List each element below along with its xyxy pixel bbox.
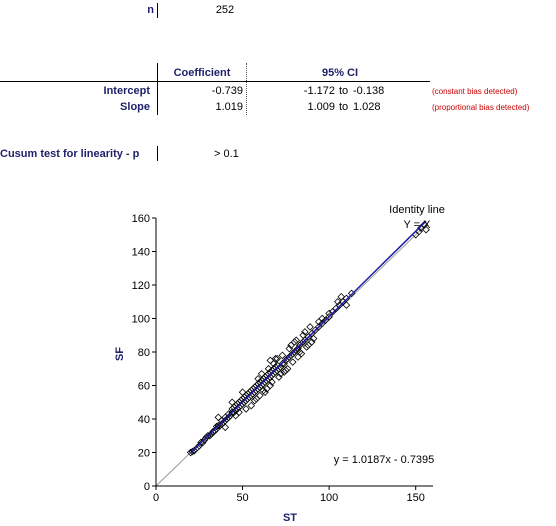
intercept-ci-to: to: [339, 85, 349, 97]
data-point: [299, 331, 307, 340]
data-point: [228, 398, 236, 407]
data-point: [254, 375, 262, 383]
data-point: [261, 388, 269, 396]
identity-line-label: Identity line: [389, 204, 445, 216]
data-point: [302, 343, 311, 351]
row-label-slope: Slope: [120, 101, 150, 113]
y-tick-label: 0: [144, 481, 150, 493]
table-header-rule: [0, 81, 430, 82]
data-point: [295, 348, 304, 356]
y-tick-label: 140: [132, 247, 150, 259]
data-point: [231, 411, 240, 420]
data-point: [205, 431, 214, 440]
x-tick-label: 150: [407, 492, 425, 504]
scatter-chart: 0 20 40 60 80 100 120 140 160 0 50 100 150 Identity …: [114, 204, 445, 524]
data-points: [186, 220, 430, 457]
slope-coefficient: 1.019: [215, 101, 243, 113]
data-point: [297, 349, 306, 358]
data-point: [269, 359, 278, 368]
data-point: [238, 388, 247, 396]
regression-equation: y = 1.0187x - 0.7395: [334, 454, 435, 466]
data-point: [276, 370, 285, 378]
header-divider-dotted: [246, 63, 247, 115]
x-tick-label: 100: [320, 492, 338, 504]
data-point: [257, 370, 266, 378]
intercept-coefficient: -0.739: [211, 85, 243, 97]
data-point: [285, 344, 294, 353]
cusum-value: > 0.1: [214, 148, 239, 160]
data-point: [306, 323, 314, 331]
y-tick-label: 60: [138, 381, 150, 393]
regression-line: [190, 220, 427, 454]
y-tick-label: 160: [132, 213, 150, 225]
data-point: [318, 314, 326, 323]
row-label-intercept: Intercept: [103, 85, 150, 97]
data-point: [250, 396, 259, 405]
data-point: [422, 225, 430, 234]
data-point: [247, 401, 255, 410]
data-point: [242, 405, 250, 413]
data-point: [290, 338, 299, 346]
data-point: [268, 378, 276, 386]
data-point: [278, 351, 287, 360]
data-point: [292, 336, 300, 345]
n-divider: [157, 3, 158, 18]
y-axis-label: SF: [114, 347, 126, 361]
data-point: [271, 354, 280, 363]
cusum-label: Cusum test for linearity - p: [0, 148, 140, 160]
cusum-divider: [157, 146, 158, 161]
intercept-ci-low: -1.172: [303, 85, 335, 97]
data-point: [282, 366, 290, 375]
y-tick-label: 80: [138, 347, 150, 359]
data-point: [309, 334, 318, 343]
data-point: [193, 443, 202, 452]
n-label: n: [147, 4, 154, 16]
data-point: [214, 413, 223, 422]
data-point: [292, 346, 300, 355]
data-point: [264, 364, 273, 373]
data-point: [275, 373, 283, 381]
data-point: [200, 436, 209, 444]
y-tick-label: 120: [132, 280, 150, 292]
intercept-bias-note: (constant bias detected): [432, 87, 518, 96]
slope-ci-low: 1.009: [307, 101, 335, 113]
y-tick-label: 20: [138, 448, 150, 460]
data-point: [334, 297, 342, 306]
data-point: [188, 447, 197, 456]
data-point: [337, 292, 346, 301]
data-point: [221, 423, 230, 432]
n-value: 252: [215, 4, 235, 16]
data-point: [301, 328, 309, 336]
y-tick-label: 100: [132, 314, 150, 326]
identity-equation: Y = X: [403, 219, 431, 231]
y-tick-label: 40: [138, 414, 150, 426]
x-tick-label: 0: [153, 492, 159, 504]
axis-ticks: 0 20 40 60 80 100 120 140 160 0 50 100 150: [132, 213, 425, 504]
slope-bias-note: (proportional bias detected): [432, 103, 530, 112]
data-point: [273, 354, 281, 363]
slope-ci-to: to: [339, 101, 349, 113]
x-tick-label: 50: [236, 492, 248, 504]
col-header-coefficient: Coefficient: [173, 67, 231, 79]
data-point: [256, 391, 264, 400]
data-point: [198, 438, 207, 447]
data-point: [342, 301, 351, 309]
intercept-ci-high: -0.138: [353, 85, 385, 97]
header-divider-left: [157, 63, 158, 115]
data-point: [224, 413, 233, 422]
data-point: [325, 313, 333, 321]
data-point: [289, 358, 297, 366]
col-header-ci: 95% CI: [321, 67, 359, 79]
x-axis-label: ST: [283, 512, 297, 524]
slope-ci-high: 1.028: [353, 101, 381, 113]
